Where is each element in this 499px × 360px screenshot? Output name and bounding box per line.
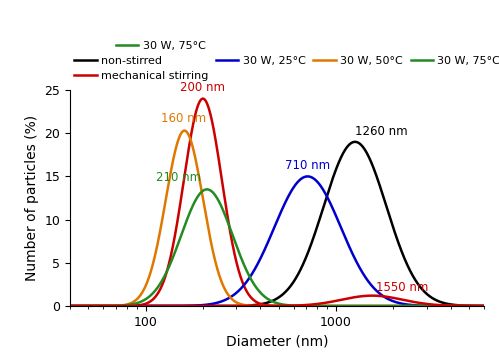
non-stirred [497,304,499,308]
mechanical stirring [143,302,149,306]
non-stirred [67,304,73,308]
Line: 30 W, 50°C: 30 W, 50°C [70,131,499,306]
Text: 160 nm: 160 nm [161,112,206,125]
30 W, 75°C [254,286,260,291]
non-stirred [449,302,455,307]
X-axis label: Diameter (nm): Diameter (nm) [226,334,328,348]
Text: 1260 nm: 1260 nm [355,125,408,138]
30 W, 75°C [204,187,210,192]
30 W, 75°C [67,304,73,308]
Line: non-stirred: non-stirred [70,142,499,306]
mechanical stirring [449,304,455,308]
Text: 710 nm: 710 nm [285,159,330,172]
mechanical stirring [200,96,206,101]
30 W, 50°C [67,304,73,308]
non-stirred [117,304,123,308]
30 W, 25°C [304,174,310,179]
non-stirred [254,303,260,307]
30 W, 75°C [449,304,455,308]
30 W, 50°C [497,304,499,308]
30 W, 75°C [143,297,149,301]
Legend: 30 W, 75°C: 30 W, 75°C [112,37,210,55]
30 W, 75°C [497,304,499,308]
mechanical stirring [235,266,241,270]
30 W, 50°C [182,129,188,133]
Line: 30 W, 25°C: 30 W, 25°C [70,176,499,306]
non-stirred [352,140,358,144]
30 W, 25°C [449,304,455,308]
30 W, 25°C [67,304,73,308]
mechanical stirring [254,300,260,305]
Text: 200 nm: 200 nm [181,81,226,94]
Y-axis label: Number of particles (%): Number of particles (%) [25,115,39,281]
Text: 210 nm: 210 nm [156,171,201,184]
mechanical stirring [67,304,73,308]
30 W, 50°C [143,283,149,288]
30 W, 25°C [117,304,123,308]
30 W, 50°C [235,301,241,305]
30 W, 50°C [254,304,260,308]
mechanical stirring [117,304,123,308]
30 W, 75°C [117,303,123,308]
30 W, 50°C [449,304,455,308]
non-stirred [143,304,149,308]
30 W, 75°C [235,248,241,252]
Line: mechanical stirring: mechanical stirring [70,99,499,306]
30 W, 25°C [143,304,149,308]
30 W, 50°C [117,303,123,308]
mechanical stirring [497,304,499,308]
30 W, 25°C [497,304,499,308]
Line: 30 W, 75°C: 30 W, 75°C [70,189,499,306]
30 W, 25°C [235,289,241,294]
Text: 1550 nm: 1550 nm [376,281,428,294]
30 W, 25°C [254,264,260,268]
non-stirred [235,304,241,308]
